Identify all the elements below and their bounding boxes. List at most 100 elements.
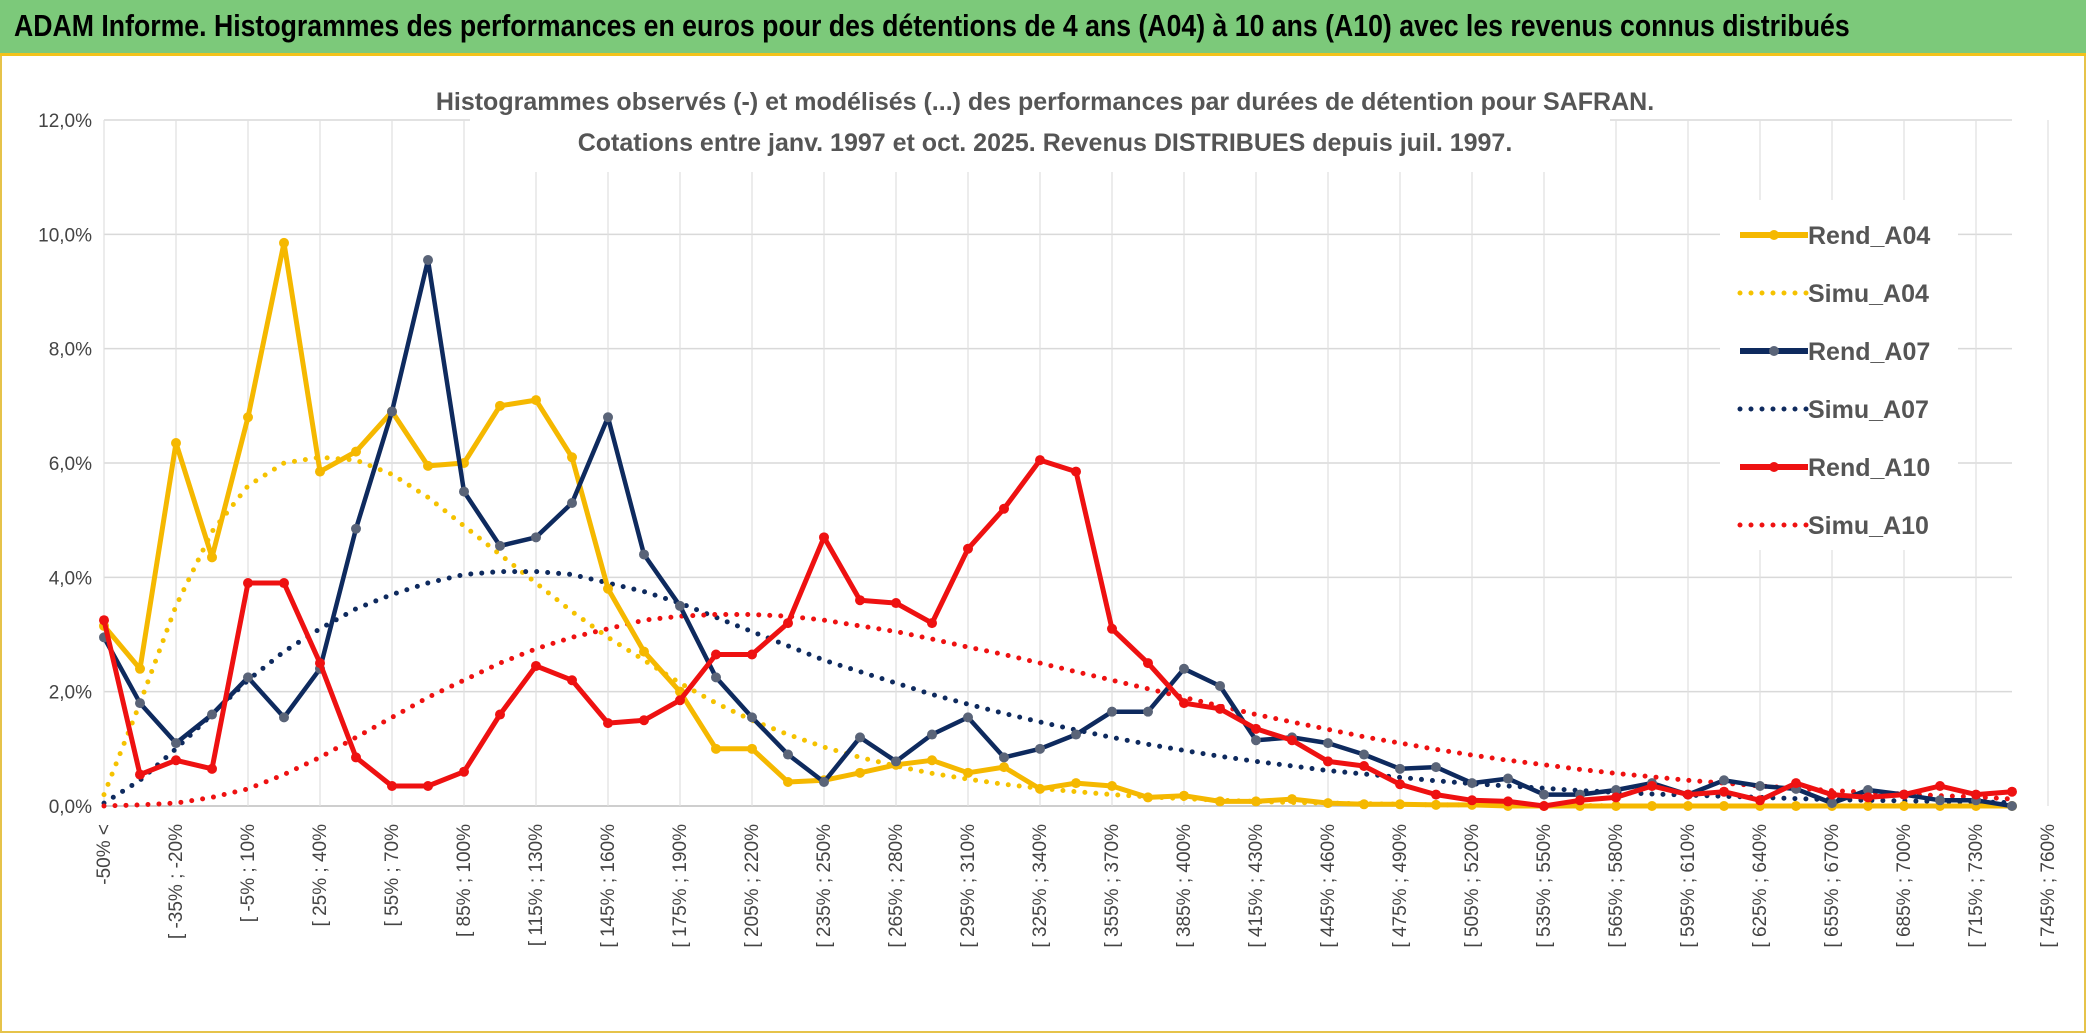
data-point-rend_a07 <box>1143 706 1153 717</box>
data-point-rend_a07 <box>819 776 829 787</box>
legend-label-rend_a10: Rend_A10 <box>1808 454 1930 482</box>
data-point-rend_a07 <box>783 749 793 760</box>
y-axis: 0,0% 2,0% 4,0% 6,0% 8,0% 10,0% 12,0% <box>38 111 92 818</box>
header-bar: ADAM Informe. Histogrammes des performan… <box>0 0 2086 56</box>
x-tick-label: [ 595% ; 610% <box>1678 824 1699 948</box>
data-point-rend_a10 <box>171 755 181 766</box>
x-tick-label: -50% < <box>94 824 115 885</box>
data-point-rend_a10 <box>315 658 325 669</box>
data-point-rend_a04 <box>1359 799 1369 810</box>
legend-marker <box>1769 346 1779 356</box>
data-point-rend_a07 <box>1539 789 1549 800</box>
legend-label-simu_a07: Simu_A07 <box>1808 396 1929 424</box>
data-point-rend_a07 <box>135 698 145 709</box>
y-tick-label: 2,0% <box>49 683 92 704</box>
data-point-rend_a07 <box>891 756 901 767</box>
data-point-rend_a10 <box>1827 789 1837 800</box>
x-tick-label: [ 505% ; 520% <box>1462 824 1483 948</box>
data-point-rend_a10 <box>1971 789 1981 800</box>
data-point-rend_a07 <box>495 540 505 551</box>
data-point-rend_a10 <box>1755 795 1765 806</box>
x-tick-label: [ 565% ; 580% <box>1606 824 1627 948</box>
data-point-rend_a04 <box>603 583 613 594</box>
data-point-rend_a10 <box>711 649 721 660</box>
data-point-rend_a10 <box>1143 658 1153 669</box>
data-point-rend_a10 <box>279 578 289 589</box>
chart-subtitle: Cotations entre janv. 1997 et oct. 2025.… <box>578 129 1513 157</box>
data-point-rend_a04 <box>999 762 1009 773</box>
data-point-rend_a10 <box>1395 779 1405 790</box>
x-tick-label: [ 145% ; 160% <box>598 824 619 948</box>
data-point-rend_a10 <box>1431 789 1441 800</box>
data-point-rend_a10 <box>423 780 433 791</box>
data-point-rend_a07 <box>1503 773 1513 784</box>
data-point-rend_a10 <box>855 595 865 606</box>
data-point-rend_a07 <box>243 672 253 683</box>
x-tick-label: [ 535% ; 550% <box>1534 824 1555 948</box>
data-point-rend_a07 <box>531 532 541 543</box>
data-point-rend_a10 <box>1719 786 1729 797</box>
x-tick-label: [ 445% ; 460% <box>1318 824 1339 948</box>
x-axis: -50% < [ -35% ; -20% [ -5% ; 10% [ 25% ; 40… <box>94 824 2059 948</box>
data-point-rend_a04 <box>1683 801 1693 811</box>
data-point-rend_a07 <box>1395 763 1405 774</box>
data-point-rend_a04 <box>783 776 793 787</box>
data-point-rend_a10 <box>1683 789 1693 800</box>
data-point-rend_a07 <box>675 600 685 611</box>
data-point-rend_a04 <box>639 646 649 657</box>
data-point-rend_a07 <box>1359 749 1369 760</box>
data-point-rend_a07 <box>351 523 361 534</box>
data-point-rend_a04 <box>279 237 289 248</box>
series-line-rend_a04 <box>102 240 2012 809</box>
data-point-rend_a07 <box>1755 780 1765 791</box>
data-point-rend_a10 <box>1035 455 1045 466</box>
data-point-rend_a07 <box>423 255 433 266</box>
series-line-simu_a07 <box>101 569 2015 806</box>
data-point-rend_a04 <box>711 743 721 754</box>
data-point-rend_a04 <box>855 767 865 778</box>
data-point-rend_a04 <box>1035 783 1045 794</box>
data-point-rend_a07 <box>1179 663 1189 674</box>
data-point-rend_a07 <box>963 712 973 723</box>
data-point-rend_a04 <box>1287 794 1297 805</box>
x-tick-label: [ 25% ; 40% <box>310 824 331 927</box>
data-point-rend_a10 <box>963 543 973 554</box>
data-point-rend_a10 <box>747 649 757 660</box>
x-tick-label: [ 745% ; 760% <box>2038 824 2059 948</box>
data-point-rend_a10 <box>927 618 937 629</box>
series-line-rend_a10 <box>101 457 2013 809</box>
data-point-rend_a07 <box>459 486 469 497</box>
x-tick-label: [ 385% ; 400% <box>1174 824 1195 948</box>
x-tick-label: [ 625% ; 640% <box>1750 824 1771 948</box>
data-point-rend_a10 <box>495 709 505 720</box>
data-point-rend_a07 <box>207 709 217 720</box>
data-point-rend_a07 <box>1863 784 1873 795</box>
y-tick-label: 12,0% <box>38 111 92 132</box>
y-tick-label: 8,0% <box>49 340 92 361</box>
data-point-rend_a04 <box>531 395 541 406</box>
data-point-rend_a07 <box>747 712 757 723</box>
y-tick-label: 6,0% <box>49 454 92 475</box>
data-point-rend_a04 <box>1791 801 1801 811</box>
data-point-rend_a07 <box>1323 738 1333 749</box>
data-point-rend_a07 <box>999 752 1009 763</box>
x-tick-label: [ 175% ; 190% <box>670 824 691 948</box>
data-point-rend_a10 <box>531 660 541 671</box>
title-background <box>470 80 1610 172</box>
data-point-rend_a07 <box>1431 762 1441 773</box>
chart-frame <box>0 56 2086 1033</box>
data-point-rend_a07 <box>1071 729 1081 740</box>
data-point-rend_a04 <box>963 767 973 778</box>
data-point-rend_a07 <box>1611 784 1621 795</box>
data-point-rend_a10 <box>2007 786 2017 797</box>
data-point-rend_a10 <box>567 675 577 686</box>
data-point-rend_a10 <box>1575 795 1585 806</box>
x-tick-label: [ 655% ; 670% <box>1822 824 1843 948</box>
data-point-rend_a07 <box>927 729 937 740</box>
legend-label-simu_a10: Simu_A10 <box>1808 512 1929 540</box>
x-tick-label: [ -5% ; 10% <box>238 824 259 922</box>
data-point-rend_a07 <box>855 732 865 743</box>
data-point-rend_a04 <box>135 663 145 674</box>
data-point-rend_a10 <box>1899 789 1909 800</box>
